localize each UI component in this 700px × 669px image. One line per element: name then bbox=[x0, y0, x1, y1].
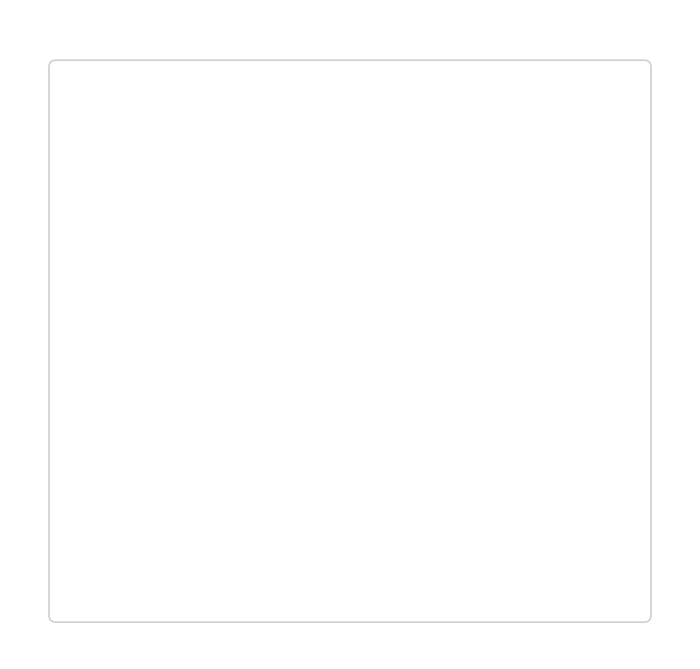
Text: CaCl$_2$(s)+: CaCl$_2$(s)+ bbox=[290, 304, 398, 328]
Text: The reaction of: The reaction of bbox=[130, 126, 348, 154]
Text: Submit: Submit bbox=[469, 407, 564, 431]
Text: AgCl(s)+: AgCl(s)+ bbox=[435, 355, 533, 375]
FancyBboxPatch shape bbox=[158, 295, 285, 337]
Text: calcium chloride with silver: calcium chloride with silver bbox=[256, 127, 636, 155]
Text: Ca(NO$_3$)$_2$(a: Ca(NO$_3$)$_2$(a bbox=[290, 402, 414, 426]
FancyBboxPatch shape bbox=[258, 344, 428, 386]
Text: AgNO$_3$(aq) $\rightarrow$: AgNO$_3$(aq) $\rightarrow$ bbox=[130, 353, 281, 377]
FancyBboxPatch shape bbox=[407, 379, 606, 459]
Text: nitrate:: nitrate: bbox=[130, 163, 232, 191]
Polygon shape bbox=[440, 411, 458, 423]
FancyBboxPatch shape bbox=[158, 393, 285, 436]
FancyBboxPatch shape bbox=[378, 295, 584, 337]
